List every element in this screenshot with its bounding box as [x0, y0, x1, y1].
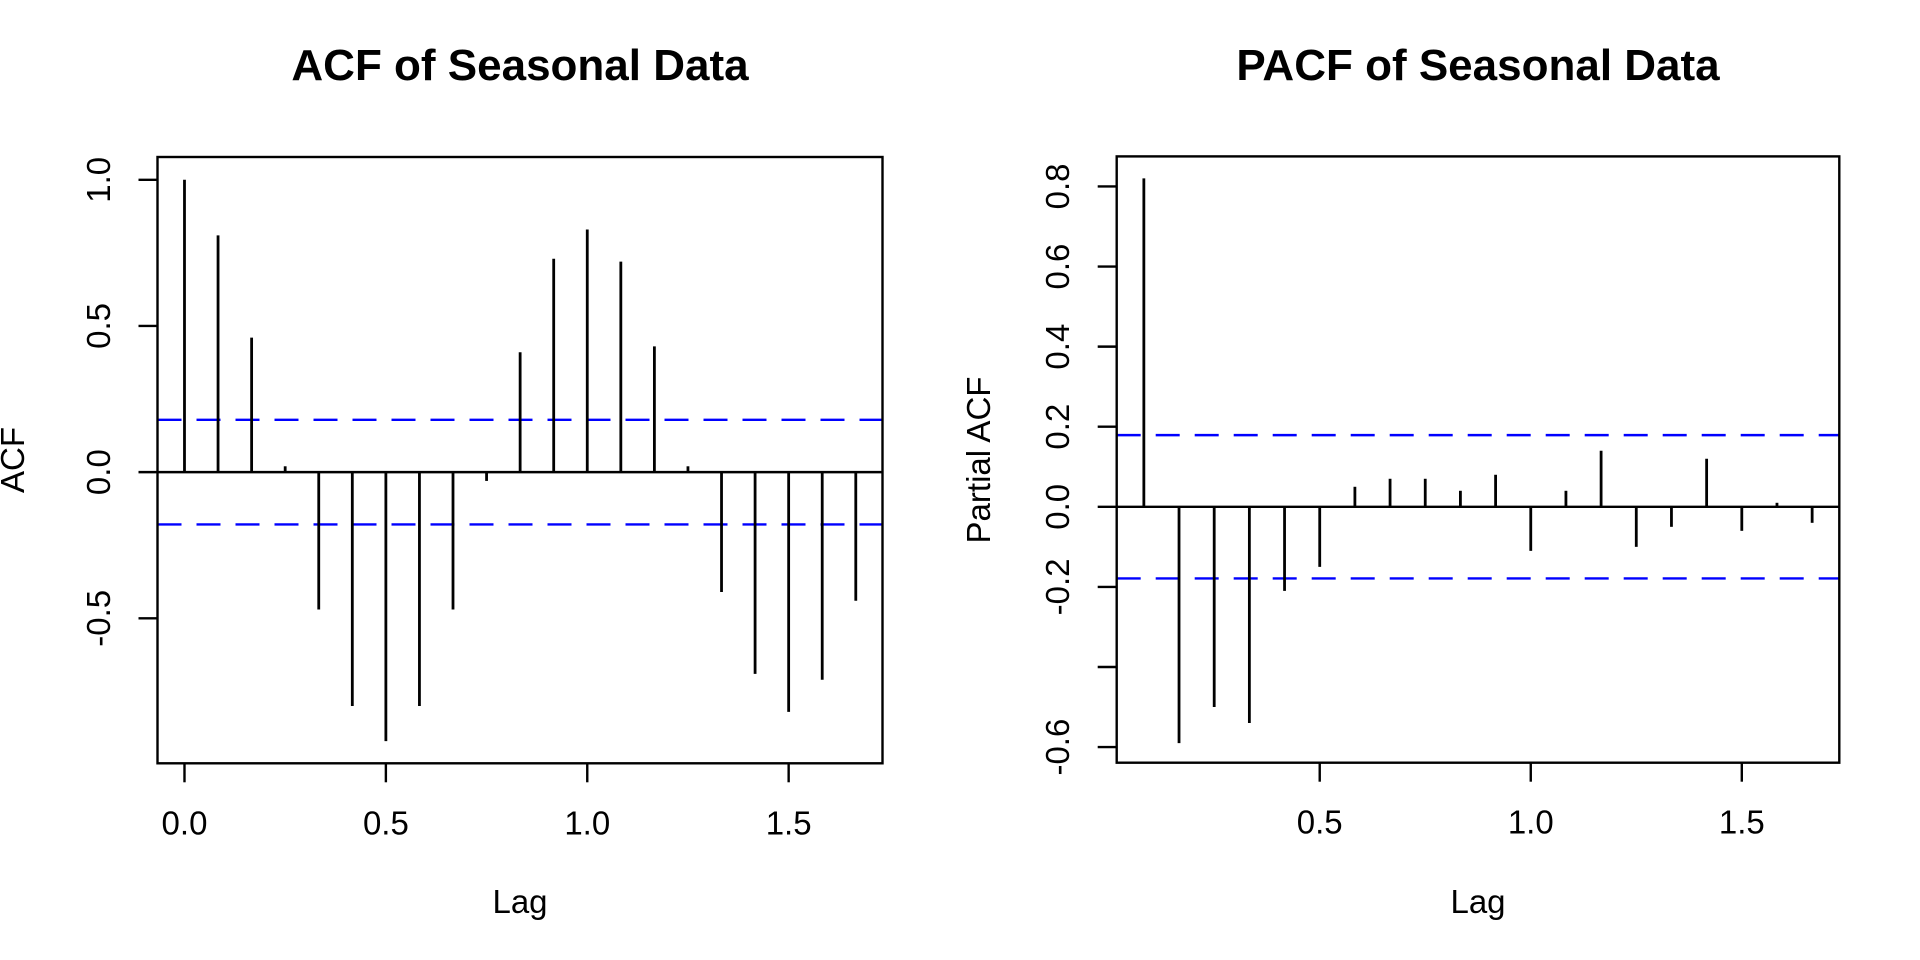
plot-box: [1115, 155, 1841, 764]
pacf-plot-title: PACF of Seasonal Data: [1236, 41, 1720, 90]
pacf-yaxis-label: Partial ACF: [960, 377, 997, 544]
acf-plot-title: ACF of Seasonal Data: [291, 41, 749, 90]
x-tick-label: 0.5: [363, 804, 409, 841]
y-tick-label: -0.6: [1039, 719, 1076, 776]
x-tick-label: 1.5: [766, 804, 812, 841]
pacf-xaxis-label: Lag: [1450, 883, 1505, 920]
y-tick-label: 0.2: [1039, 404, 1076, 450]
acf-xaxis-label: Lag: [492, 883, 547, 920]
x-tick-label: 1.0: [1508, 804, 1554, 841]
y-tick-label: 0.5: [80, 303, 117, 349]
y-tick-label: 0.8: [1039, 163, 1076, 209]
y-tick-label: -0.2: [1039, 558, 1076, 615]
y-tick-label: -0.5: [80, 590, 117, 647]
y-tick-label: 0.0: [80, 449, 117, 495]
x-tick-label: 0.0: [162, 804, 208, 841]
x-tick-label: 0.5: [1297, 804, 1343, 841]
acf-yaxis-label: ACF: [0, 427, 31, 493]
y-tick-label: 0.4: [1039, 324, 1076, 370]
plot-box: [156, 155, 884, 765]
y-tick-label: 1.0: [80, 157, 117, 203]
y-tick-label: 0.6: [1039, 244, 1076, 290]
x-tick-label: 1.0: [564, 804, 610, 841]
acf-plot-area: 0.0 0.5 1.0 1.5 1.0 0.5 0.0 -0.5: [80, 155, 884, 841]
pacf-plot: PACF of Seasonal Data Lag Partial ACF 0.…: [960, 41, 1841, 920]
pacf-plot-area: 0.5 1.0 1.5 0.8 0.6 0.4 0.2 0.0 -0.2 -0.6: [1039, 155, 1841, 841]
x-tick-label: 1.5: [1719, 804, 1765, 841]
y-tick-label: 0.0: [1039, 484, 1076, 530]
acf-plot: ACF of Seasonal Data Lag ACF 0.0 0.5 1.0 1.…: [0, 41, 884, 920]
